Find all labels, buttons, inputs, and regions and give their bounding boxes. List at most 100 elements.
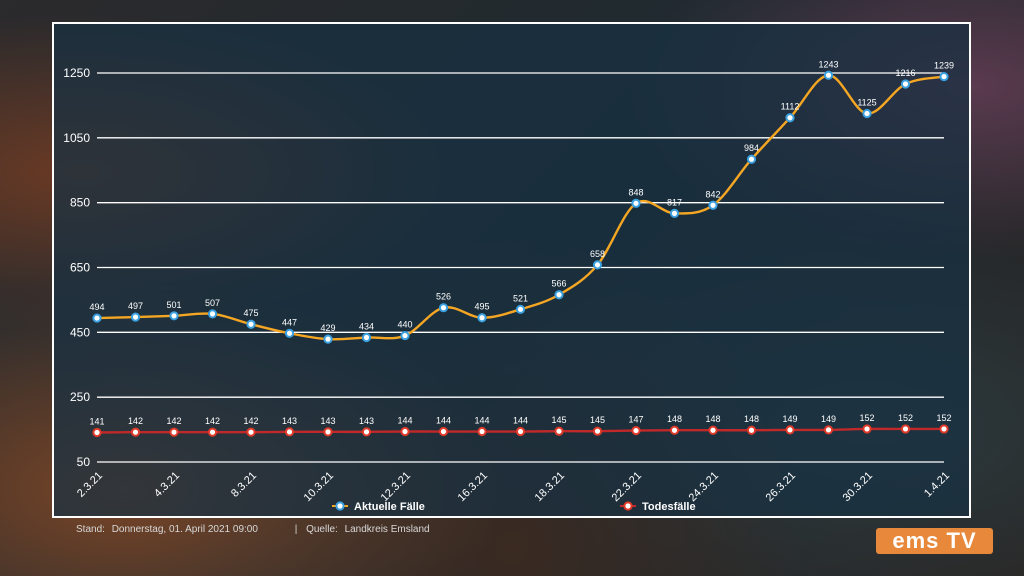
data-label: 141: [89, 417, 104, 427]
x-tick-label: 2.3.21: [75, 470, 105, 500]
data-point: [900, 79, 911, 89]
x-tick-label: 30.3.21: [841, 470, 875, 504]
y-tick-label: 850: [70, 196, 90, 210]
data-label: 658: [590, 249, 605, 259]
data-point: [438, 303, 449, 313]
data-point: [785, 113, 795, 123]
data-label: 142: [166, 416, 181, 426]
data-point: [323, 334, 333, 344]
data-label: 1125: [857, 98, 876, 108]
data-label: 1112: [781, 102, 800, 112]
data-label: 507: [205, 298, 220, 308]
data-label: 497: [128, 301, 143, 311]
data-label: 566: [551, 279, 566, 289]
legend-marker: [335, 501, 345, 511]
data-point: [669, 208, 680, 218]
data-label: 521: [513, 293, 528, 303]
data-point: [515, 304, 526, 314]
data-point: [284, 328, 295, 338]
data-point: [130, 427, 141, 437]
data-point: [361, 427, 372, 437]
data-label: 1239: [934, 61, 954, 71]
data-point: [207, 427, 218, 437]
legend-marker: [623, 501, 633, 511]
data-point: [477, 313, 487, 323]
data-label: 152: [898, 413, 913, 423]
data-label: 143: [359, 416, 374, 426]
data-label: 145: [551, 415, 566, 425]
data-point: [823, 70, 834, 80]
data-point: [246, 427, 256, 437]
source-label: Quelle:: [306, 524, 338, 535]
data-point: [400, 426, 410, 437]
legend-label: Aktuelle Fälle: [354, 501, 425, 513]
data-label: 475: [243, 308, 258, 318]
data-point: [631, 198, 641, 208]
data-point: [939, 424, 949, 434]
legend-label: Todesfälle: [642, 501, 696, 513]
data-point: [746, 154, 757, 164]
data-label: 842: [705, 189, 720, 199]
data-point: [785, 425, 795, 435]
x-tick-label: 4.3.21: [152, 470, 182, 500]
data-point: [708, 200, 718, 210]
data-point: [862, 108, 872, 119]
x-tick-label: 18.3.21: [533, 470, 567, 504]
data-label: 144: [474, 416, 489, 426]
data-label: 984: [744, 143, 759, 153]
y-tick-label: 250: [70, 390, 90, 404]
x-tick-label: 8.3.21: [229, 470, 259, 500]
data-point: [592, 426, 603, 436]
data-label: 148: [667, 414, 682, 424]
x-tick-label: 16.3.21: [456, 470, 490, 504]
x-tick-label: 24.3.21: [687, 470, 721, 504]
data-point: [669, 425, 680, 435]
data-point: [169, 311, 179, 321]
data-point: [438, 426, 449, 437]
data-point: [631, 425, 641, 436]
data-label: 1243: [818, 59, 838, 69]
data-label: 149: [782, 414, 797, 424]
data-label: 143: [282, 416, 297, 426]
data-point: [592, 260, 603, 270]
x-tick-label: 26.3.21: [764, 470, 798, 504]
data-point: [554, 290, 564, 300]
data-label: 152: [936, 413, 951, 423]
data-label: 495: [474, 302, 489, 312]
data-point: [323, 427, 333, 437]
footer: Stand: Donnerstag, 01. April 2021 09:00 …: [76, 524, 434, 535]
data-point: [246, 319, 256, 329]
x-tick-label: 22.3.21: [610, 470, 644, 504]
data-label: 848: [628, 187, 643, 197]
y-tick-label: 50: [77, 455, 91, 469]
chart-panel: [52, 22, 971, 518]
data-point: [823, 425, 834, 435]
stand-label: Stand:: [76, 524, 105, 535]
data-label: 1216: [895, 68, 915, 78]
data-label: 142: [128, 416, 143, 426]
data-point: [130, 312, 141, 322]
data-point: [939, 71, 949, 82]
data-label: 494: [89, 302, 104, 312]
data-label: 148: [744, 414, 759, 424]
data-point: [400, 330, 410, 341]
data-point: [361, 332, 372, 343]
data-point: [92, 313, 102, 323]
data-label: 143: [320, 416, 335, 426]
data-point: [92, 427, 102, 438]
data-label: 144: [397, 416, 412, 426]
data-label: 142: [243, 416, 258, 426]
x-tick-label: 10.3.21: [302, 470, 336, 504]
data-point: [900, 424, 911, 434]
x-tick-label: 1.4.21: [922, 470, 952, 500]
footer-separator: |: [294, 524, 298, 535]
data-point: [708, 425, 718, 435]
data-label: 144: [436, 416, 451, 426]
data-label: 440: [397, 320, 412, 330]
data-point: [284, 427, 295, 437]
data-label: 152: [859, 413, 874, 423]
data-point: [554, 426, 564, 436]
data-point: [515, 426, 526, 437]
data-label: 501: [166, 300, 181, 310]
